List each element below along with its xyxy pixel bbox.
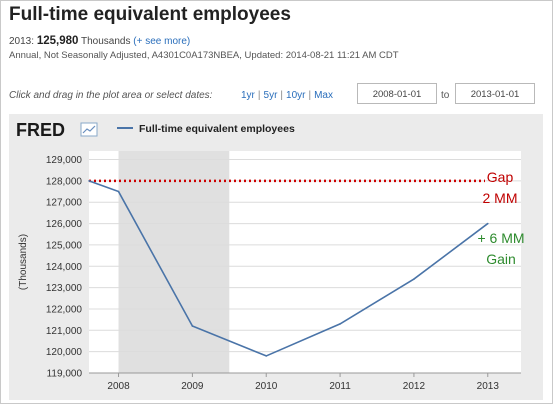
legend-label: Full-time equivalent employees: [139, 123, 295, 135]
fred-logo-icon-frame: [80, 122, 98, 137]
fred-logo-icon: [80, 122, 98, 137]
y-tick-label: 126,000: [46, 219, 83, 230]
fred-logo: FRED: [16, 120, 65, 140]
x-tick-label: 2013: [477, 381, 500, 392]
x-tick-label: 2010: [255, 381, 278, 392]
x-tick-label: 2009: [181, 381, 204, 392]
annotation-text: Gap: [487, 169, 514, 185]
y-tick-label: 121,000: [46, 326, 83, 337]
latest-observation: 2013: 125,980 Thousands (+ see more): [9, 35, 190, 47]
y-tick-label: 127,000: [46, 198, 83, 209]
range-links: 1yr | 5yr | 10yr | Max: [241, 90, 333, 101]
latest-unit: Thousands: [81, 36, 131, 47]
to-label: to: [441, 90, 450, 101]
y-tick-label: 123,000: [46, 283, 83, 294]
y-tick-label: 119,000: [47, 369, 83, 380]
y-tick-label: 125,000: [46, 240, 83, 251]
data-point: [265, 355, 268, 357]
fred-logo-icon-line: [82, 125, 96, 134]
y-tick-label: 129,000: [46, 155, 83, 166]
x-tick-label: 2012: [403, 381, 426, 392]
annotation-text: 2 MM: [483, 190, 518, 206]
series-meta: Annual, Not Seasonally Adjusted, A4301C0…: [9, 50, 399, 61]
data-point: [88, 180, 90, 182]
range-link-5yr[interactable]: 5yr: [263, 90, 278, 101]
data-point: [413, 278, 415, 280]
range-link-max[interactable]: Max: [314, 90, 333, 101]
date-select-prompt: Click and drag in the plot area or selec…: [9, 90, 213, 101]
end-date-input[interactable]: 2013-01-01: [455, 83, 535, 104]
y-tick-label: 120,000: [46, 347, 83, 358]
data-point: [117, 190, 120, 193]
start-date-input[interactable]: 2008-01-01: [357, 83, 437, 104]
chart-svg[interactable]: 119,000 120,000 121,000 122,000 123,000 124,0…: [9, 114, 543, 400]
see-more-link[interactable]: (+ see more): [133, 36, 191, 47]
x-tick-label: 2008: [107, 381, 130, 392]
y-tick-label: 128,000: [46, 176, 83, 187]
data-point: [486, 222, 489, 225]
y-tick-label: 124,000: [46, 262, 83, 273]
latest-label: 2013:: [9, 36, 35, 47]
latest-value: 125,980: [36, 35, 79, 47]
range-link-1yr[interactable]: 1yr: [241, 90, 255, 101]
page-title: Full-time equivalent employees: [9, 4, 291, 25]
x-tick-label: 2011: [329, 381, 351, 392]
chart-area[interactable]: 119,000 120,000 121,000 122,000 123,000 124,0…: [9, 114, 543, 400]
annotation-text: + 6 MM: [477, 230, 524, 246]
y-axis-label: (Thousands): [18, 234, 29, 290]
recession-shading: [118, 151, 230, 373]
data-point: [191, 325, 194, 327]
data-point: [339, 323, 341, 325]
annotation-text: Gain: [486, 251, 516, 267]
y-tick-label: 122,000: [46, 304, 83, 315]
range-link-10yr[interactable]: 10yr: [286, 90, 306, 101]
